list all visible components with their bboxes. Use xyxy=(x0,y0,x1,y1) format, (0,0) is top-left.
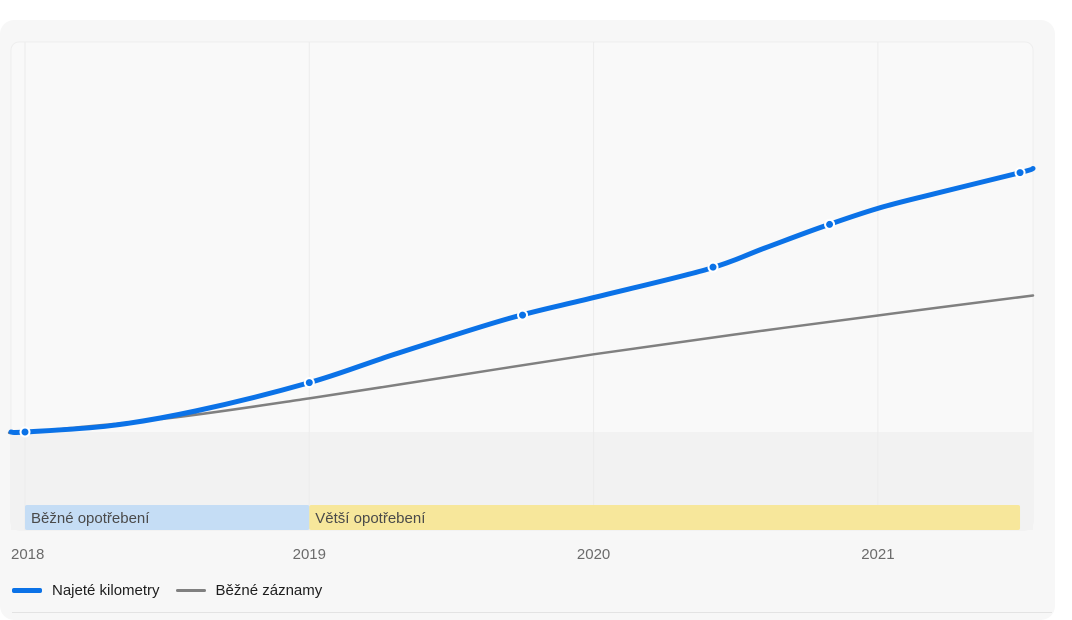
x-tick-label-2018: 2018 xyxy=(11,546,44,563)
series-marker-5[interactable] xyxy=(1014,167,1026,179)
legend-item-mileage[interactable]: Najeté kilometry xyxy=(12,582,160,599)
x-tick-label-2021: 2021 xyxy=(861,546,894,563)
grid-lines xyxy=(24,42,879,530)
series-line-mileage xyxy=(8,165,1036,435)
wear-bands: Běžné opotřebení Větší opotřebení xyxy=(25,505,1021,530)
wear-band-1: Větší opotřebení xyxy=(309,505,1021,530)
legend-item-typical[interactable]: Běžné záznamy xyxy=(175,582,323,599)
chart-legend: Najeté kilometry Běžné záznamy xyxy=(12,582,338,599)
series-marker-4[interactable] xyxy=(824,218,836,230)
wear-band-label-0: Běžné opotřebení xyxy=(31,510,150,527)
wear-band-0: Běžné opotřebení xyxy=(25,505,310,530)
series-marker-2[interactable] xyxy=(517,309,529,321)
wear-band-rect-1 xyxy=(309,505,1021,530)
x-tick-label-2019: 2019 xyxy=(293,546,326,563)
series-lines xyxy=(7,165,1036,435)
wear-band-rect-0 xyxy=(25,505,310,530)
legend-label-typical: Běžné záznamy xyxy=(215,582,323,599)
bottom-divider xyxy=(12,612,1052,613)
series-markers xyxy=(19,167,1026,438)
legend-swatch-typical xyxy=(175,589,206,592)
wear-band-label-1: Větší opotřebení xyxy=(315,510,426,527)
legend-swatch-mileage xyxy=(12,588,42,593)
series-marker-1[interactable] xyxy=(303,377,315,389)
x-axis-ticks: 2018 2019 2020 2021 xyxy=(11,546,895,563)
series-marker-3[interactable] xyxy=(707,261,719,273)
series-marker-0[interactable] xyxy=(19,426,31,438)
x-tick-label-2020: 2020 xyxy=(577,546,610,563)
legend-label-mileage: Najeté kilometry xyxy=(52,582,160,599)
